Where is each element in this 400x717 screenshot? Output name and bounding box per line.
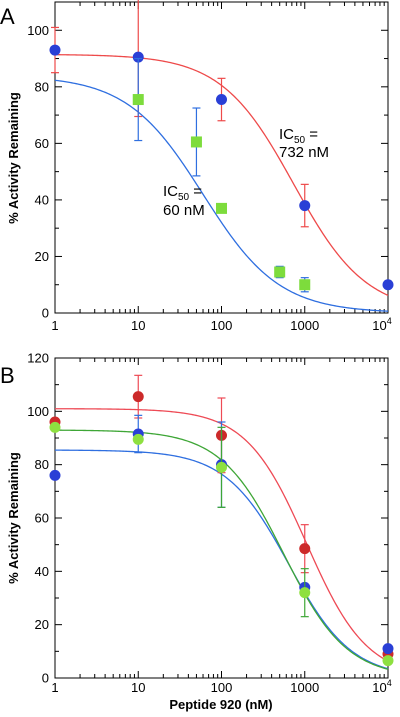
x-tick-label: 1000 [290,318,319,333]
y-tick-label: 60 [35,136,49,151]
y-tick-label: 120 [27,351,49,366]
x-tick-label: 10 [131,680,145,695]
x-tick-label: 100 [211,680,233,695]
y-tick-label: 40 [35,192,49,207]
panel-a-annotation-60: IC50 = 60 nM [163,183,205,219]
x-tick-label: 10 [131,318,145,333]
panel-a-ylabel: % Activity Remaining [6,92,21,224]
data-point-circle [49,44,61,56]
data-point-circle [382,655,394,667]
y-tick-label: 80 [35,79,49,94]
x-tick-label: 1 [51,318,58,333]
y-tick-label: 20 [35,617,49,632]
panel-a: A % Activity Remaining 0 20 40 60 80 100 1 10 10… [0,0,394,333]
data-point-circle [299,587,311,599]
data-point-circle [216,94,227,106]
panel-b-ylabel: % Activity Remaining [6,452,21,584]
panel-a-annotation-732: IC50 = 732 nM [279,126,329,161]
data-point-circle [132,433,144,445]
panel-a-plot-frame [54,1,389,314]
svg-text:IC50 =: IC50 = [279,126,318,146]
svg-text:IC50 =: IC50 = [163,183,202,203]
fit-curve-1 [54,79,389,312]
panel-a-points [49,0,394,293]
y-tick-label: 100 [27,404,49,419]
panel-b-xlabel: Peptide 920 (nM) [169,697,272,712]
data-point-circle [299,543,311,555]
data-point-square [216,202,227,214]
data-point-circle [49,421,61,433]
panel-b: B % Activity Remaining Peptide 920 (nM) … [0,351,394,712]
data-point-circle [382,643,394,655]
data-point-square [190,136,202,148]
y-tick-label: 40 [35,564,49,579]
y-tick-label: 0 [42,671,49,686]
panel-b-letter: B [0,363,15,388]
svg-text:60 nM: 60 nM [163,202,205,219]
data-point-square [274,266,286,278]
y-tick-label: 80 [35,457,49,472]
y-tick-label: 20 [35,249,49,264]
data-point-square [132,94,144,106]
panel-a-ticks: 0 20 40 60 80 100 1 10 100 1000 104 [27,1,392,333]
data-point-circle [132,51,144,63]
x-tick-label: 1 [51,680,58,695]
data-point-circle [382,279,394,291]
y-tick-label: 0 [42,306,49,321]
x-tick-label: 104 [372,678,391,695]
x-tick-label: 100 [211,318,233,333]
data-point-square [299,279,311,291]
data-point-circle [49,469,61,481]
y-tick-label: 60 [35,511,49,526]
y-tick-label: 100 [27,23,49,38]
x-tick-label: 1000 [290,680,319,695]
data-point-circle [216,461,227,473]
data-point-circle [132,391,144,403]
data-point-circle [299,200,311,212]
panel-b-points [49,374,394,667]
svg-text:732 nM: 732 nM [279,144,329,161]
panel-a-letter: A [0,4,15,29]
x-tick-label: 104 [372,316,391,333]
